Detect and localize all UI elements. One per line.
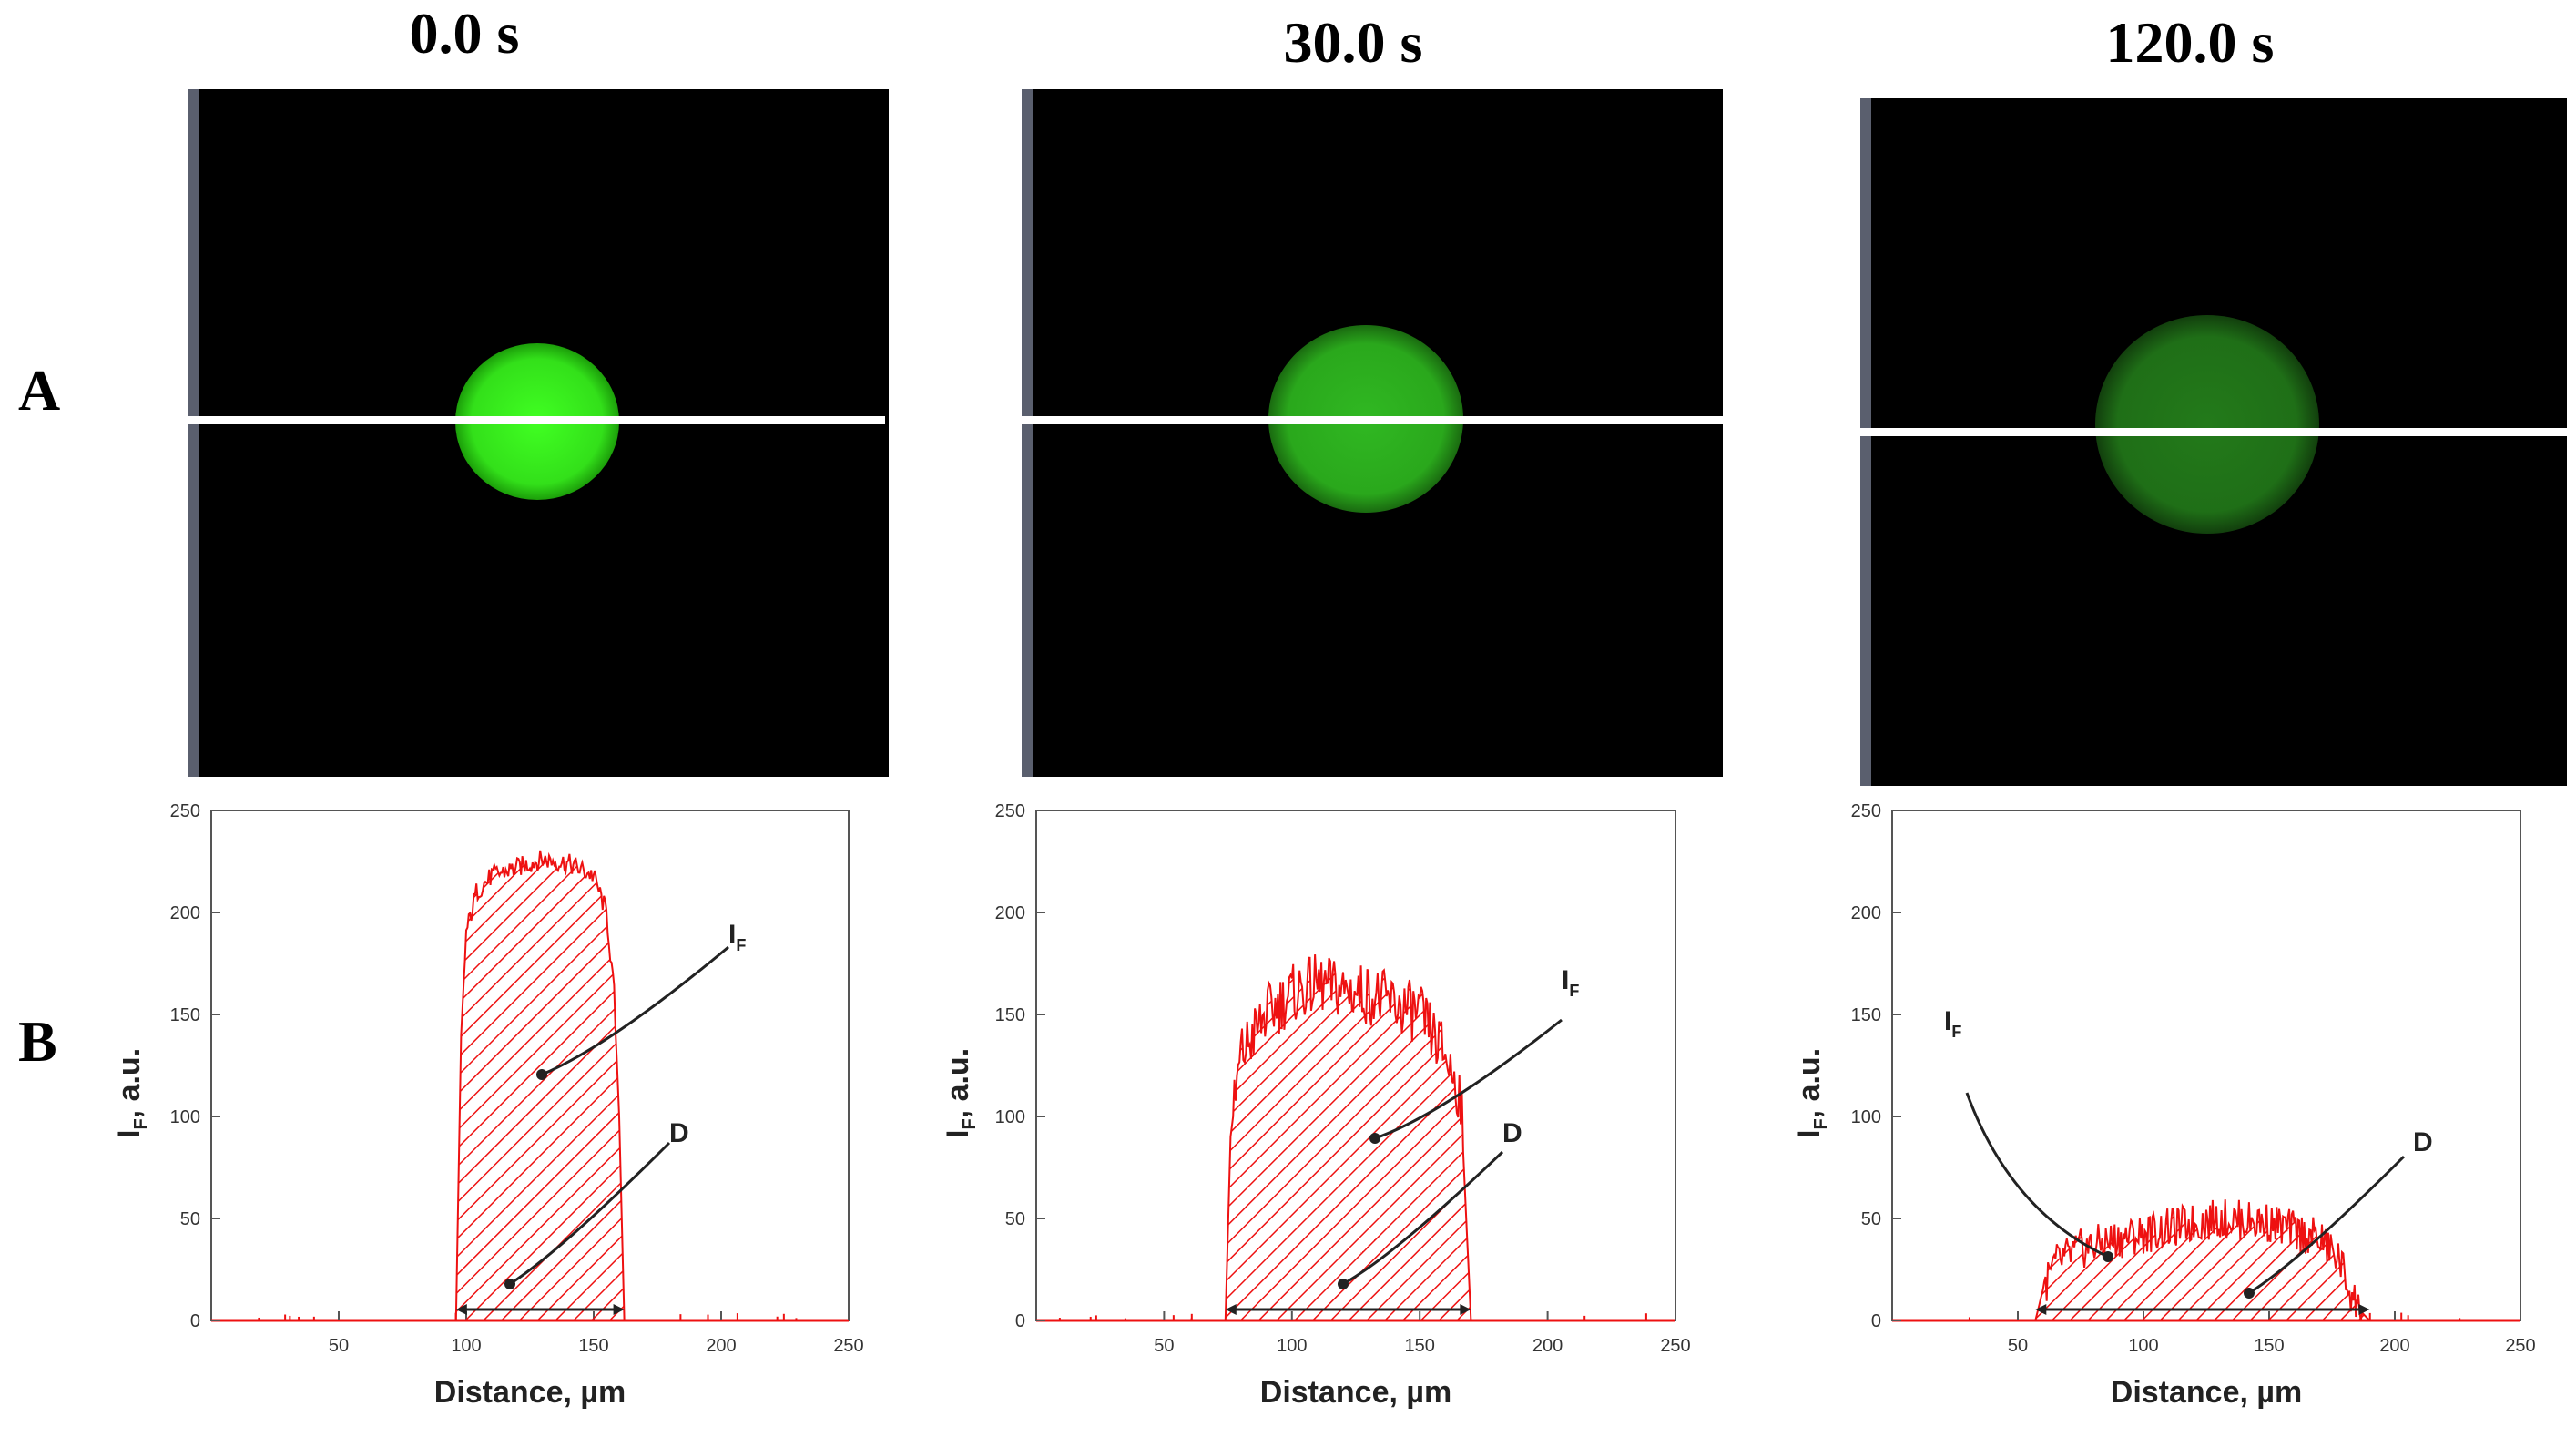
intensity-profile bbox=[1224, 954, 1472, 1321]
profile-chart-1: 50 100 150 200 250 0 50 100 150 200 250 Distance, µ… bbox=[941, 801, 1691, 1410]
diameter-arrow-right bbox=[2358, 1304, 2370, 1315]
x-tick-label: 200 bbox=[1532, 1336, 1563, 1356]
x-axis-title: Distance, µm bbox=[1260, 1375, 1451, 1410]
droplet-2 bbox=[2095, 315, 2319, 534]
x-tick-label: 100 bbox=[1277, 1336, 1307, 1356]
time-label-2: 120.0 s bbox=[2106, 10, 2275, 75]
x-axis-title: Distance, µm bbox=[2111, 1375, 2302, 1410]
scanline-1 bbox=[1022, 416, 1723, 424]
x-tick-label: 200 bbox=[2379, 1336, 2409, 1356]
y-tick-label: 50 bbox=[1861, 1209, 1881, 1229]
intensity-pointer bbox=[1374, 1018, 1563, 1140]
intensity-pointer bbox=[541, 945, 729, 1076]
intensity-profile bbox=[454, 850, 626, 1321]
profile-chart-2: 50 100 150 200 250 0 50 100 150 200 250 Distance, µ… bbox=[1792, 801, 2536, 1410]
x-axis-title: Distance, µm bbox=[434, 1375, 626, 1410]
x-tick-label: 100 bbox=[451, 1336, 481, 1356]
y-tick-label: 150 bbox=[1851, 1005, 1881, 1025]
y-tick-label: 100 bbox=[1851, 1107, 1881, 1127]
diameter-pointer-head bbox=[504, 1279, 515, 1289]
row-label-b: B bbox=[18, 1009, 57, 1074]
intensity-pointer-head bbox=[536, 1069, 547, 1080]
y-tick-label: 200 bbox=[995, 903, 1025, 923]
y-tick-label: 0 bbox=[1871, 1311, 1881, 1331]
x-tick-label: 250 bbox=[1660, 1336, 1690, 1356]
diameter-annotation: D bbox=[669, 1118, 689, 1148]
time-label-1: 30.0 s bbox=[1284, 10, 1423, 75]
intensity-annotation: IF bbox=[1562, 965, 1579, 1000]
y-tick-label: 0 bbox=[1015, 1311, 1025, 1331]
y-tick-label: 100 bbox=[170, 1107, 200, 1127]
diameter-pointer-head bbox=[2244, 1288, 2255, 1299]
diameter-arrow-right bbox=[1460, 1304, 1471, 1315]
row-label-a: A bbox=[18, 358, 60, 423]
y-tick-label: 250 bbox=[995, 801, 1025, 821]
diameter-arrow-left bbox=[455, 1304, 467, 1315]
x-tick-label: 150 bbox=[578, 1336, 608, 1356]
y-tick-label: 200 bbox=[170, 903, 200, 923]
diameter-annotation: D bbox=[1502, 1118, 1522, 1148]
y-tick-label: 0 bbox=[190, 1311, 200, 1331]
y-axis-title: IF, a.u. bbox=[1792, 1048, 1831, 1138]
x-tick-label: 150 bbox=[1405, 1336, 1435, 1356]
intensity-pointer bbox=[1965, 1092, 2109, 1259]
diameter-pointer-head bbox=[1338, 1279, 1349, 1289]
profile-chart-0: 50 100 150 200 250 0 50 100 150 200 250 Distance, µ… bbox=[112, 801, 864, 1410]
diameter-annotation: D bbox=[2413, 1127, 2433, 1157]
x-tick-label: 50 bbox=[1154, 1336, 1174, 1356]
x-tick-label: 50 bbox=[2008, 1336, 2028, 1356]
micrograph-2 bbox=[1860, 98, 2567, 786]
diameter-pointer bbox=[2248, 1155, 2406, 1295]
diameter-arrow-left bbox=[2035, 1304, 2047, 1315]
micrograph-1 bbox=[1022, 89, 1723, 777]
micrograph-0 bbox=[188, 89, 889, 777]
y-axis-title: IF, a.u. bbox=[941, 1048, 980, 1138]
x-tick-label: 200 bbox=[706, 1336, 736, 1356]
intensity-annotation: IF bbox=[1944, 1006, 1961, 1041]
diameter-pointer bbox=[509, 1141, 671, 1286]
y-tick-label: 150 bbox=[170, 1005, 200, 1025]
x-tick-label: 150 bbox=[2254, 1336, 2284, 1356]
intensity-pointer-head bbox=[1369, 1133, 1380, 1144]
y-tick-label: 50 bbox=[180, 1209, 200, 1229]
scanline-0 bbox=[188, 416, 885, 424]
scanline-2 bbox=[1860, 428, 2567, 436]
time-label-0: 0.0 s bbox=[410, 1, 520, 66]
x-tick-label: 50 bbox=[329, 1336, 349, 1356]
intensity-pointer-head bbox=[2103, 1251, 2113, 1262]
intensity-annotation: IF bbox=[728, 920, 746, 954]
x-tick-label: 250 bbox=[2505, 1336, 2535, 1356]
diameter-pointer bbox=[1342, 1150, 1504, 1286]
y-tick-label: 200 bbox=[1851, 903, 1881, 923]
diameter-arrow-right bbox=[613, 1304, 625, 1315]
x-tick-label: 250 bbox=[833, 1336, 863, 1356]
y-tick-label: 150 bbox=[995, 1005, 1025, 1025]
y-tick-label: 250 bbox=[1851, 801, 1881, 821]
intensity-profile bbox=[2034, 1199, 2372, 1321]
x-tick-label: 100 bbox=[2128, 1336, 2158, 1356]
y-tick-label: 100 bbox=[995, 1107, 1025, 1127]
y-tick-label: 50 bbox=[1005, 1209, 1025, 1229]
y-axis-title: IF, a.u. bbox=[112, 1048, 151, 1138]
diameter-arrow-left bbox=[1225, 1304, 1237, 1315]
y-tick-label: 250 bbox=[170, 801, 200, 821]
